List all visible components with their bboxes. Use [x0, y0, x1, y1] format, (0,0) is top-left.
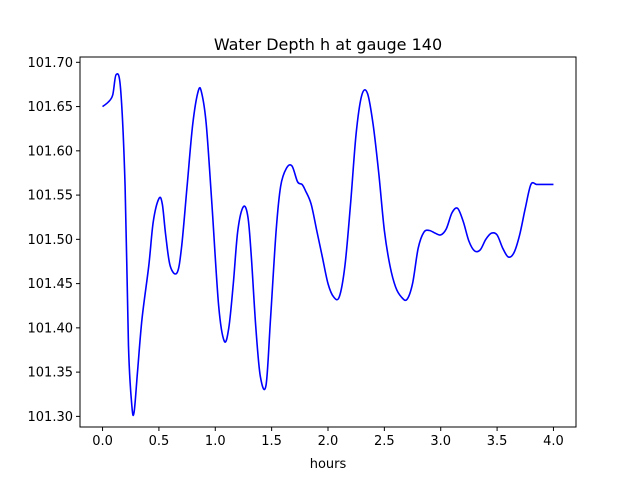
x-tick-label: 0.0 — [92, 434, 113, 449]
series-line-0 — [102, 73, 554, 417]
x-tick-label: 2.0 — [318, 434, 339, 449]
x-tick-label: 3.5 — [487, 434, 508, 449]
y-tick-label: 101.65 — [28, 100, 74, 115]
y-tick-label: 101.55 — [28, 189, 74, 204]
y-tick-label: 101.70 — [28, 56, 74, 71]
x-tick-label: 0.5 — [149, 434, 170, 449]
y-tick-label: 101.45 — [28, 277, 74, 292]
y-axis: 101.30 101.35 101.40 101.45 101.50 101.55 101.… — [28, 56, 80, 425]
x-tick-label: 1.0 — [205, 434, 226, 449]
chart-title: Water Depth h at gauge 140 — [214, 35, 442, 54]
y-tick-label: 101.40 — [28, 321, 74, 336]
y-tick-label: 101.50 — [28, 233, 74, 248]
x-axis-label: hours — [310, 457, 347, 472]
y-tick-label: 101.35 — [28, 366, 74, 381]
x-tick-label: 4.0 — [543, 434, 564, 449]
x-tick-label: 1.5 — [261, 434, 282, 449]
series-layer — [102, 73, 554, 417]
x-tick-label: 3.0 — [430, 434, 451, 449]
x-tick-label: 2.5 — [374, 434, 395, 449]
plot-frame — [79, 56, 577, 428]
x-axis: 0.0 0.5 1.0 1.5 2.0 2.5 3.0 3.5 4.0 — [92, 427, 564, 449]
y-tick-label: 101.30 — [28, 410, 74, 425]
y-tick-label: 101.60 — [28, 144, 74, 159]
